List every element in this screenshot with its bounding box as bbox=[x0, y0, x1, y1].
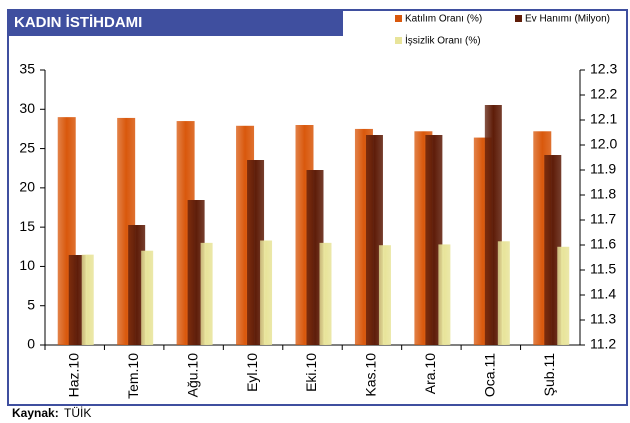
x-tick-label: Eyl.10 bbox=[244, 353, 260, 392]
y2-tick-label: 11.3 bbox=[590, 311, 616, 327]
title-bar bbox=[8, 10, 343, 36]
bar bbox=[306, 170, 324, 345]
bar bbox=[260, 240, 273, 345]
legend-label: İşsizlik Oranı (%) bbox=[405, 34, 481, 47]
x-tick-label: Şub.11 bbox=[541, 353, 557, 397]
y2-tick-label: 12.0 bbox=[590, 136, 617, 152]
bar bbox=[365, 135, 383, 345]
legend-label: Ev Hanımı (Milyon) bbox=[525, 14, 610, 25]
bar bbox=[557, 246, 570, 345]
legend-swatch bbox=[395, 37, 402, 44]
y2-tick-label: 11.4 bbox=[590, 286, 616, 302]
bar bbox=[378, 245, 391, 345]
bar bbox=[497, 241, 510, 345]
bar bbox=[425, 135, 443, 345]
y2-tick-label: 11.8 bbox=[590, 186, 616, 202]
legend-label: Katılım Oranı (%) bbox=[405, 14, 482, 25]
y2-tick-label: 11.6 bbox=[590, 236, 616, 252]
source-label: Kaynak: bbox=[12, 406, 59, 420]
y-tick-label: 20 bbox=[19, 179, 35, 195]
chart-title: KADIN İSTİHDAMI bbox=[14, 14, 142, 31]
x-tick-label: Tem.10 bbox=[125, 353, 141, 399]
y2-tick-label: 12.3 bbox=[590, 61, 617, 77]
x-tick-label: Kas.10 bbox=[363, 353, 379, 397]
bar bbox=[247, 160, 265, 345]
y-tick-label: 35 bbox=[19, 61, 35, 77]
y2-tick-label: 12.1 bbox=[590, 111, 617, 127]
y2-tick-label: 11.5 bbox=[590, 261, 616, 277]
bar bbox=[200, 242, 213, 345]
y-tick-label: 5 bbox=[27, 296, 35, 312]
legend-swatch bbox=[515, 15, 522, 22]
bar bbox=[544, 155, 562, 345]
bar bbox=[484, 105, 502, 345]
bar bbox=[81, 254, 94, 345]
bar bbox=[68, 255, 86, 345]
y-tick-label: 15 bbox=[19, 218, 35, 234]
bar bbox=[128, 225, 146, 345]
bar bbox=[141, 250, 154, 345]
y2-tick-label: 11.9 bbox=[590, 161, 616, 177]
y-tick-label: 30 bbox=[19, 100, 35, 116]
x-tick-label: Ağu.10 bbox=[184, 353, 200, 398]
y2-tick-label: 12.2 bbox=[590, 86, 617, 102]
x-tick-label: Ara.10 bbox=[422, 353, 438, 394]
y-tick-label: 0 bbox=[27, 336, 35, 352]
y-tick-label: 10 bbox=[19, 257, 35, 273]
y2-tick-label: 11.7 bbox=[590, 211, 616, 227]
x-tick-label: Haz.10 bbox=[65, 353, 81, 398]
legend-swatch bbox=[395, 15, 402, 22]
x-tick-label: Eki.10 bbox=[303, 353, 319, 392]
bar bbox=[319, 242, 332, 345]
bar bbox=[187, 200, 205, 345]
bar bbox=[438, 244, 451, 345]
y2-tick-label: 11.2 bbox=[590, 336, 616, 352]
x-tick-label: Oca.11 bbox=[482, 353, 498, 397]
source: TÜİK bbox=[64, 406, 91, 420]
y-tick-label: 25 bbox=[19, 139, 35, 155]
